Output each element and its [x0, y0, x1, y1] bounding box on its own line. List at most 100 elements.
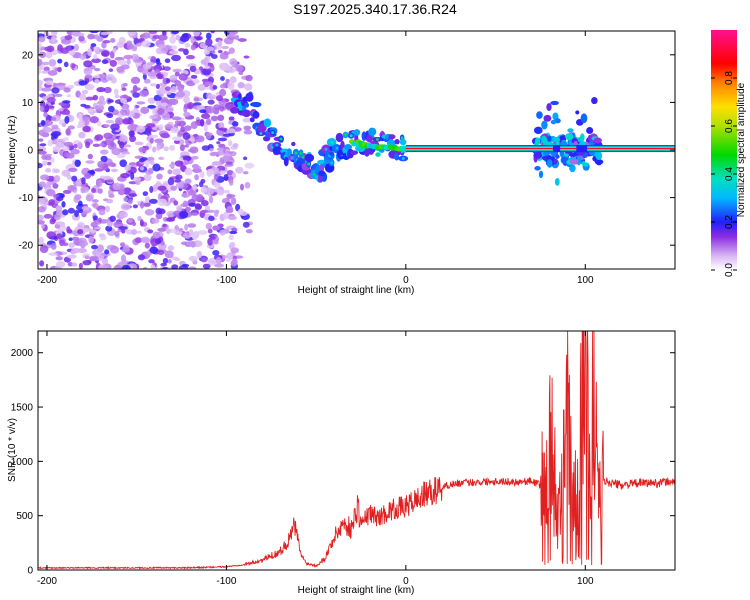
noise-blob — [70, 148, 80, 155]
noise-blob — [129, 119, 134, 126]
noise-blob — [169, 145, 175, 151]
noise-blob — [95, 179, 103, 188]
noise-blob — [84, 255, 90, 260]
noise-blob — [156, 62, 162, 66]
noise-blob — [214, 263, 225, 268]
noise-blob — [132, 92, 140, 98]
noise-blob — [156, 145, 161, 151]
noise-blob — [119, 188, 125, 195]
noise-blob — [232, 121, 239, 127]
noise-blob — [237, 208, 244, 215]
noise-blob — [53, 168, 60, 174]
noise-blob — [81, 241, 89, 247]
noise-blob — [64, 35, 73, 41]
track-core — [259, 131, 263, 135]
noise-blob — [174, 257, 181, 262]
noise-blob — [225, 258, 231, 262]
noise-blob — [46, 161, 52, 166]
noise-blob — [51, 116, 57, 121]
noise-blob — [62, 242, 69, 247]
noise-blob — [89, 255, 99, 262]
noise-blob — [244, 181, 251, 189]
x-tick-label: 100 — [577, 275, 594, 286]
noise-blob — [230, 247, 240, 254]
noise-blob — [194, 174, 199, 181]
noise-blob — [132, 221, 137, 227]
burst-blob — [552, 136, 561, 143]
noise-blob — [109, 59, 117, 67]
noise-blob — [121, 264, 131, 269]
noise-blob — [94, 168, 104, 172]
noise-blob — [208, 95, 216, 100]
noise-blob — [203, 124, 208, 132]
snr-frame — [37, 330, 676, 571]
noise-blob — [135, 104, 140, 109]
noise-blob — [199, 171, 205, 179]
noise-blob — [187, 223, 196, 228]
track-core — [349, 134, 353, 138]
noise-blob — [169, 74, 178, 81]
noise-blob — [120, 203, 131, 211]
snr-series — [38, 331, 675, 570]
noise-blob — [93, 54, 98, 60]
noise-blob — [163, 250, 170, 255]
spectrogram-y-axis: -20 -10 0 10 20 — [19, 50, 675, 252]
noise-blob — [171, 116, 182, 121]
noise-blob — [244, 83, 253, 91]
colorbar-label: Normalized spectral amplitude — [736, 82, 747, 217]
noise-blob — [140, 236, 150, 244]
noise-blob — [223, 176, 229, 181]
noise-blob — [143, 174, 152, 182]
noise-blob — [128, 162, 137, 166]
burst-blob — [541, 120, 548, 130]
noise-blob — [132, 204, 138, 209]
track-blob — [335, 132, 344, 143]
noise-blob — [102, 39, 111, 44]
noise-blob — [97, 99, 106, 107]
noise-blob — [53, 175, 61, 183]
noise-blob — [82, 211, 89, 215]
noise-blob — [174, 71, 180, 77]
noise-blob — [142, 191, 149, 197]
noise-blob — [185, 241, 196, 247]
noise-blob — [151, 218, 160, 224]
y-tick-label: 20 — [22, 50, 34, 61]
noise-blob — [50, 242, 57, 250]
noise-blob — [157, 227, 167, 232]
noise-blob — [78, 32, 85, 37]
noise-blob — [188, 255, 198, 262]
noise-blob — [138, 146, 147, 153]
track-blob — [344, 143, 353, 150]
noise-blob — [152, 146, 157, 153]
noise-blob — [137, 254, 146, 261]
noise-blob — [222, 155, 231, 161]
y-tick-label: 10 — [22, 98, 34, 109]
noise-blob — [63, 87, 71, 93]
noise-blob — [78, 113, 83, 121]
noise-blob — [174, 160, 184, 167]
noise-blob — [62, 189, 72, 194]
noise-blob — [147, 167, 154, 174]
noise-blob — [192, 165, 202, 170]
noise-blob — [200, 178, 206, 184]
noise-blob — [91, 199, 99, 203]
noise-blob — [112, 182, 121, 191]
noise-blob — [142, 266, 148, 269]
noise-blob — [219, 229, 226, 236]
noise-blob — [174, 120, 180, 125]
noise-blob — [78, 35, 85, 42]
noise-blob — [134, 141, 144, 146]
noise-blob — [61, 123, 67, 127]
noise-blob — [93, 74, 101, 79]
noise-blob — [183, 111, 191, 118]
track-core — [400, 136, 404, 140]
noise-blob — [99, 143, 104, 147]
noise-blob — [147, 104, 156, 109]
noise-blob — [162, 223, 167, 228]
noise-blob — [223, 189, 230, 194]
y-tick-label: 2000 — [11, 348, 34, 359]
burst-blob — [538, 170, 544, 179]
x-tick-label: 100 — [577, 576, 594, 587]
noise-blob — [39, 105, 45, 112]
noise-blob — [38, 162, 43, 169]
